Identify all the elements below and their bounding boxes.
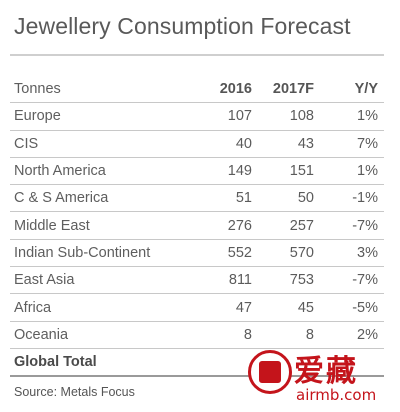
source-note: Source: Metals Focus <box>14 385 135 399</box>
region-cell: East Asia <box>14 272 75 289</box>
value-2017f-cell: 570 <box>289 244 314 261</box>
table-row: Oceania 8 8 2% <box>10 321 384 349</box>
value-2017f-cell: 257 <box>289 217 314 234</box>
header-2017f: 2017F <box>272 81 314 98</box>
value-2016-cell: 107 <box>227 108 252 125</box>
yy-change-cell: 1% <box>357 163 378 180</box>
value-2017f-cell: 151 <box>289 163 314 180</box>
value-2017f-cell: 43 <box>297 135 314 152</box>
region-cell: CIS <box>14 135 39 152</box>
value-2016-cell: 8 <box>243 326 252 343</box>
watermark-url: airmb.com <box>296 386 377 404</box>
value-2016-cell: 149 <box>227 163 252 180</box>
value-2017f-cell: 45 <box>297 299 314 316</box>
consumption-table: Tonnes 2016 2017F Y/Y Europe 107 108 1% CIS 4… <box>10 76 384 378</box>
table-row: CIS 40 43 7% <box>10 130 384 158</box>
yy-change-cell: 2% <box>357 326 378 343</box>
table-row: Europe 107 108 1% <box>10 103 384 131</box>
yy-change-cell: 1% <box>357 108 378 125</box>
value-2017f-cell: 50 <box>297 190 314 207</box>
value-2017f-cell: 753 <box>289 272 314 289</box>
table-row: East Asia 811 753 -7% <box>10 267 384 294</box>
watermark-logo: 爱藏 airmb.com <box>248 346 398 408</box>
region-cell: C & S America <box>14 190 109 207</box>
table-row: Middle East 276 257 -7% <box>10 212 384 240</box>
yy-change-cell: -5% <box>352 299 378 316</box>
value-2016-cell: 47 <box>235 299 252 316</box>
seal-icon <box>248 350 292 394</box>
region-cell: Africa <box>14 299 52 316</box>
header-unit: Tonnes <box>14 81 61 98</box>
watermark-chinese: 爱藏 <box>294 355 358 388</box>
table-row: Indian Sub-Continent 552 570 3% <box>10 239 384 267</box>
region-cell: Middle East <box>14 217 90 234</box>
region-cell: Europe <box>14 108 61 125</box>
yy-change-cell: 3% <box>357 244 378 261</box>
title-divider <box>10 54 384 56</box>
yy-change-cell: 7% <box>357 135 378 152</box>
value-2016-cell: 552 <box>227 244 252 261</box>
header-2016: 2016 <box>219 81 252 98</box>
table-row: C & S America 51 50 -1% <box>10 185 384 212</box>
value-2017f-cell: 108 <box>289 108 314 125</box>
region-cell: Oceania <box>14 326 69 343</box>
table-row: North America 149 151 1% <box>10 157 384 185</box>
page-title: Jewellery Consumption Forecast <box>14 13 351 39</box>
table-row: Africa 47 45 -5% <box>10 294 384 322</box>
value-2016-cell: 40 <box>235 135 252 152</box>
value-2016-cell: 51 <box>235 190 252 207</box>
value-2016-cell: 811 <box>228 272 252 289</box>
header-yy: Y/Y <box>354 81 378 98</box>
value-2017f-cell: 8 <box>305 326 314 343</box>
table-header-row: Tonnes 2016 2017F Y/Y <box>10 76 384 103</box>
total-label: Global Total <box>10 348 202 378</box>
value-2016-cell: 276 <box>227 217 252 234</box>
yy-change-cell: -1% <box>352 190 378 207</box>
region-cell: Indian Sub-Continent <box>14 244 151 261</box>
yy-change-cell: -7% <box>352 217 378 234</box>
yy-change-cell: -7% <box>352 272 378 289</box>
region-cell: North America <box>14 163 106 180</box>
